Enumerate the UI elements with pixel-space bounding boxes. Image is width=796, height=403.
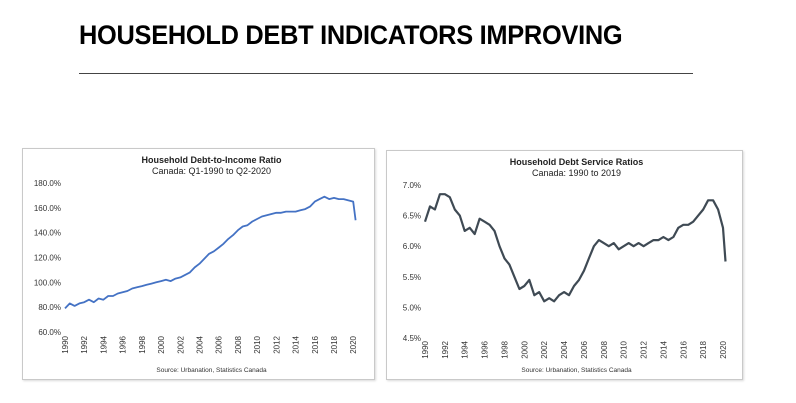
y-tick-label: 80.0% [38, 303, 61, 312]
x-tick-label: 2014 [292, 335, 301, 353]
chart-source: Source: Urbanation, Statistics Canada [156, 367, 267, 374]
y-tick-label: 7.0% [403, 181, 421, 190]
x-tick-label: 2018 [330, 335, 339, 353]
x-tick-label: 1998 [500, 340, 509, 358]
x-tick-label: 2002 [540, 340, 549, 358]
x-tick-label: 2008 [600, 340, 609, 358]
chart-source: Source: Urbanation, Statistics Canada [521, 367, 632, 374]
x-tick-label: 2000 [157, 335, 166, 353]
x-tick-label: 1992 [441, 340, 450, 358]
x-tick-label: 2012 [272, 335, 281, 353]
y-tick-label: 60.0% [38, 328, 61, 337]
chart-subtitle: Canada: Q1-1990 to Q2-2020 [152, 166, 271, 176]
x-tick-label: 2020 [349, 335, 358, 353]
x-tick-label: 1990 [61, 335, 70, 353]
y-tick-label: 6.0% [403, 242, 421, 251]
x-tick-label: 2006 [580, 340, 589, 358]
chart-title: Household Debt Service Ratios [510, 157, 644, 167]
series-line [423, 193, 727, 303]
y-tick-label: 5.5% [403, 273, 421, 282]
x-tick-label: 1996 [481, 340, 490, 358]
slide-title: HOUSEHOLD DEBT INDICATORS IMPROVING [79, 20, 623, 50]
x-tick-label: 2008 [234, 335, 243, 353]
x-tick-label: 2014 [659, 340, 668, 358]
x-tick-label: 1998 [138, 335, 147, 353]
x-tick-label: 2002 [176, 335, 185, 353]
x-tick-label: 2012 [640, 340, 649, 358]
y-tick-label: 120.0% [34, 254, 61, 263]
x-tick-label: 2000 [520, 340, 529, 358]
x-tick-label: 2006 [215, 335, 224, 353]
x-tick-label: 2010 [620, 340, 629, 358]
x-tick-label: 2004 [560, 340, 569, 358]
title-divider [79, 73, 693, 74]
x-tick-label: 1990 [421, 340, 430, 358]
x-tick-label: 2010 [253, 335, 262, 353]
y-tick-label: 160.0% [34, 204, 61, 213]
x-tick-label: 2016 [311, 335, 320, 353]
x-tick-label: 2004 [195, 335, 204, 353]
y-tick-label: 140.0% [34, 229, 61, 238]
x-tick-label: 2018 [699, 340, 708, 358]
y-tick-label: 5.0% [403, 303, 421, 312]
y-tick-label: 180.0% [34, 179, 61, 188]
x-tick-label: 1992 [80, 335, 89, 353]
x-tick-label: 1996 [119, 335, 128, 353]
y-tick-label: 4.5% [403, 334, 421, 343]
x-tick-label: 1994 [99, 335, 108, 353]
y-tick-label: 6.5% [403, 212, 421, 221]
series-line [64, 195, 357, 310]
debt-to-income-chart-panel: Household Debt-to-Income Ratio Canada: Q1… [22, 148, 375, 380]
x-tick-label: 2016 [679, 340, 688, 358]
chart-title: Household Debt-to-Income Ratio [142, 155, 282, 165]
x-tick-label: 1994 [461, 340, 470, 358]
x-tick-label: 2020 [719, 340, 728, 358]
debt-service-chart-panel: Household Debt Service Ratios Canada: 199… [386, 150, 743, 380]
chart-subtitle: Canada: 1990 to 2019 [532, 168, 621, 178]
y-tick-label: 100.0% [34, 278, 61, 287]
